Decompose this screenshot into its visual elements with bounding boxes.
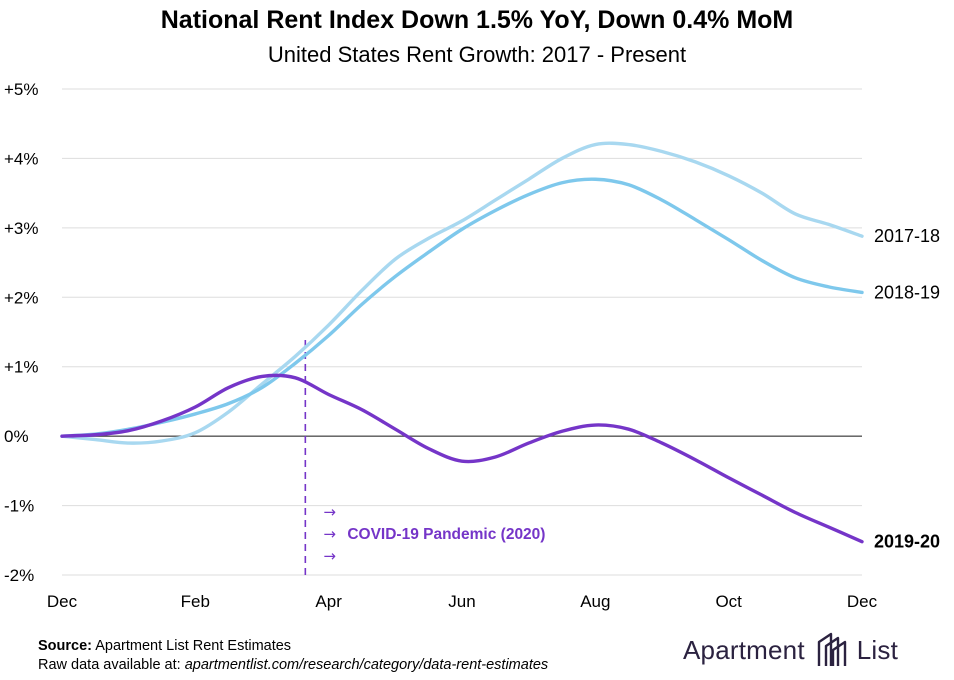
x-tick-label: Feb [181,592,210,611]
brand-name-right: List [856,634,899,665]
x-tick-label: Jun [448,592,475,611]
y-tick-label: +5% [4,80,39,99]
source-text: Apartment List Rent Estimates [95,638,292,654]
apartment-list-logo: Apartment List [683,630,898,670]
y-tick-label: +1% [4,358,39,377]
arrow-right-icon: → [323,525,336,543]
source-note: Source: Apartment List Rent Estimates [38,638,291,654]
series-label-2017-18: 2017-18 [874,226,940,246]
y-tick-label: +3% [4,219,39,238]
raw-data-url: apartmentlist.com/research/category/data… [184,657,549,673]
grid-layer [62,88,862,576]
chart-title: National Rent Index Down 1.5% YoY, Down … [160,6,794,34]
y-tick-label: 0% [4,427,29,446]
y-axis: +5% +4% +3% +2% +1% 0% -1% -2% [4,80,39,585]
y-tick-label: +2% [4,288,39,307]
y-tick-label: -1% [4,497,34,516]
brand-name-left: Apartment [683,634,805,665]
source-label: Source: [38,638,92,654]
arrow-right-icon: → [323,503,336,521]
series-labels: 2017-18 2018-19 2019-20 [874,226,940,551]
arrow-right-icon: → [323,547,336,565]
x-tick-label: Apr [315,592,342,611]
apartment-list-logo-icon [817,632,846,666]
y-tick-label: +4% [4,149,39,168]
chart-subtitle: United States Rent Growth: 2017 - Presen… [267,42,687,67]
y-tick-label: -2% [4,566,34,585]
series-label-2018-19: 2018-19 [874,282,940,302]
covid-annotation: → → → COVID-19 Pandemic (2020) [304,340,545,576]
raw-data-label: Raw data available at: [38,657,181,673]
covid-annotation-label: COVID-19 Pandemic (2020) [347,526,545,543]
series-label-2019-20: 2019-20 [874,532,940,552]
x-tick-label: Aug [580,592,610,611]
series-layer [60,141,864,544]
x-tick-label: Dec [847,592,878,611]
x-axis: Dec Feb Apr Jun Aug Oct Dec [47,592,878,611]
x-tick-label: Dec [47,592,78,611]
series-line-2017-18 [60,141,864,445]
series-line-2018-19 [60,177,864,438]
raw-data-note: Raw data available at: apartmentlist.com… [38,657,548,673]
x-tick-label: Oct [715,592,742,611]
series-line-2019-20 [60,373,864,544]
